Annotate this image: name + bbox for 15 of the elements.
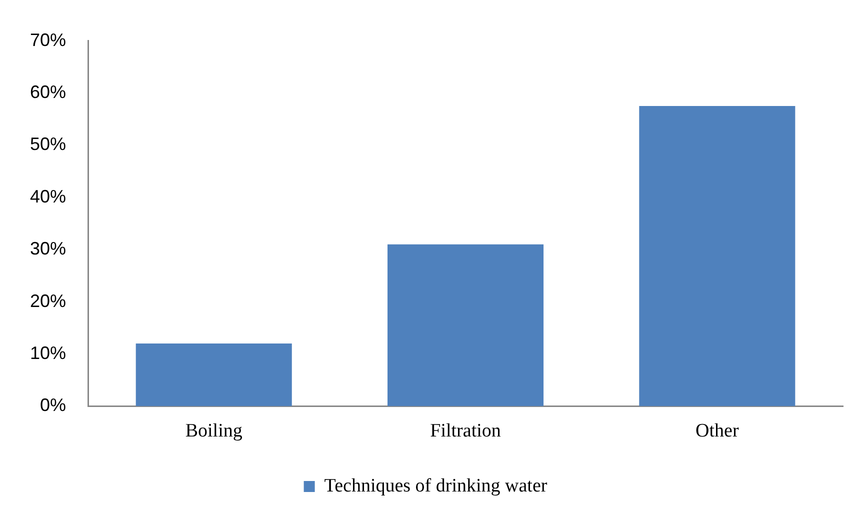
y-tick-label: 70% xyxy=(30,30,66,50)
y-tick-label: 20% xyxy=(30,290,66,311)
bar xyxy=(388,244,544,406)
y-tick-label: 40% xyxy=(30,186,66,206)
y-tick-label: 10% xyxy=(30,342,66,363)
x-tick-label: Boiling xyxy=(185,420,243,442)
bar xyxy=(136,344,292,406)
y-tick-label: 60% xyxy=(30,82,66,102)
y-tick-label: 30% xyxy=(30,238,66,259)
x-tick-label: Filtration xyxy=(430,420,502,442)
bar xyxy=(639,106,796,406)
legend-label: Techniques of drinking water xyxy=(324,475,548,496)
x-tick-label: Other xyxy=(696,420,740,442)
y-tick-label: 0% xyxy=(40,395,66,416)
y-tick-label: 50% xyxy=(30,134,66,154)
